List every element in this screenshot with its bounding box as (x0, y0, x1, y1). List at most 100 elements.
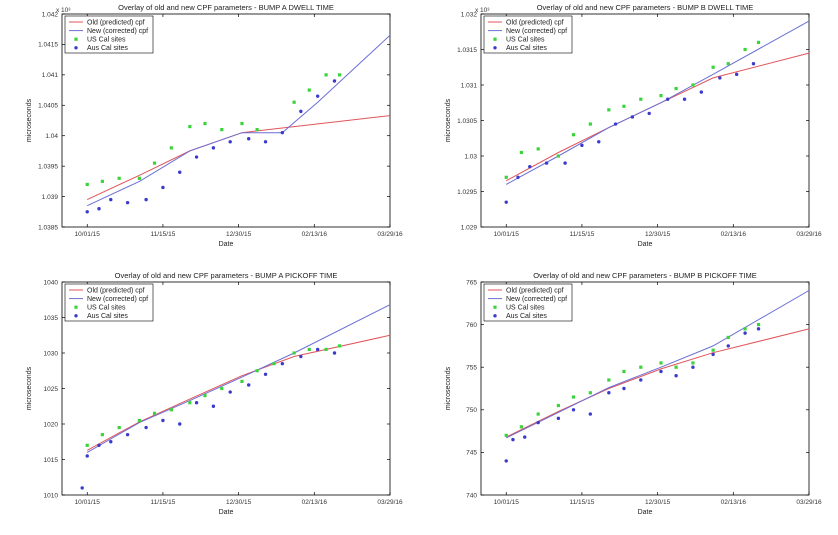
data-point-aus (659, 369, 663, 374)
legend-label: New (corrected) cpf (506, 296, 567, 303)
data-point-aus (711, 352, 715, 357)
data-point-aus (718, 76, 722, 80)
data-point-us (622, 369, 626, 374)
x-tick-label: 10/01/15 (75, 231, 101, 238)
chart-title: Overlay of old and new CPF parameters - … (537, 3, 754, 12)
legend-label: Old (predicted) cpf (506, 19, 564, 26)
data-point-aus (743, 331, 747, 335)
x-tick-label: 10/01/15 (494, 231, 520, 238)
data-point-aus (161, 185, 165, 190)
data-point-us (117, 425, 121, 430)
data-point-aus (666, 97, 670, 101)
data-point-aus (125, 432, 130, 437)
data-point-aus (228, 390, 232, 394)
data-point-us (607, 378, 611, 382)
data-point-us (519, 150, 523, 155)
data-point-aus (144, 425, 148, 430)
data-point-us (726, 335, 730, 339)
data-point-aus (194, 155, 199, 159)
x-axis-label: Date (638, 241, 653, 248)
data-point-us (188, 124, 192, 129)
data-point-aus (161, 418, 165, 423)
data-point-aus (699, 90, 704, 94)
data-point-aus (315, 94, 320, 98)
data-point-us (711, 348, 715, 352)
data-point-aus (682, 97, 687, 101)
x-tick-label: 02/13/16 (302, 231, 328, 238)
data-point-aus (563, 161, 567, 165)
data-point-aus (613, 122, 618, 126)
data-point-aus (523, 435, 527, 439)
data-point-us (220, 128, 224, 132)
data-point-us (571, 395, 576, 399)
data-point-us (674, 86, 678, 91)
data-point-us (117, 176, 121, 180)
data-point-aus (315, 347, 320, 352)
data-point-us (659, 361, 663, 365)
x-tick-label: 03/29/16 (796, 499, 822, 506)
data-point-aus (511, 437, 515, 442)
chart-panel-bump-b-pickoff: 10/01/15 11/15/15 12/30/15 02/13/16 03/29/16… (419, 268, 838, 535)
y-tick-label: 1.0315 (457, 47, 477, 54)
data-point-us (337, 344, 342, 348)
y-tick-label: 765 (466, 279, 477, 286)
data-point-aus (674, 374, 678, 378)
y-tick-label: 1035 (44, 315, 59, 322)
x-axis-label: Date (638, 509, 653, 516)
data-point-aus (125, 200, 130, 205)
legend-swatch-aus (74, 314, 78, 318)
data-point-aus (734, 72, 739, 77)
data-point-aus (504, 200, 508, 204)
legend-label: New (corrected) cpf (506, 28, 567, 35)
data-point-us (588, 122, 592, 126)
legend-label: US Cal sites (87, 37, 126, 44)
x-tick-label: 10/01/15 (75, 499, 101, 506)
chart-svg-bump-a-pickoff: 10/01/15 11/15/15 12/30/15 02/13/16 03/29/16… (26, 271, 403, 516)
x-axis-label: Date (219, 241, 234, 248)
y-axis-label: microseconds (445, 98, 452, 142)
data-point-aus (580, 143, 584, 148)
data-point-us (100, 433, 104, 437)
y-tick-label: 1.032 (461, 11, 478, 18)
legend-label: Aus Cal sites (87, 45, 128, 52)
data-point-aus (211, 146, 216, 150)
data-point-aus (751, 62, 756, 66)
chart-panel-bump-b-dwell: 10/01/15 11/15/15 12/30/15 02/13/16 03/29/16… (419, 0, 838, 267)
data-point-aus (109, 440, 113, 444)
legend-label: US Cal sites (506, 305, 545, 312)
x-tick-label: 11/15/15 (151, 499, 176, 506)
x-tick-label: 11/15/15 (570, 231, 595, 238)
data-point-aus (178, 422, 182, 426)
chart-title: Overlay of old and new CPF parameters - … (115, 271, 338, 280)
chart-panel-bump-a-pickoff: 10/01/15 11/15/15 12/30/15 02/13/16 03/29/16… (0, 268, 419, 535)
data-point-aus (263, 372, 268, 376)
data-point-aus (247, 383, 251, 387)
data-point-us (324, 347, 328, 352)
data-point-aus (85, 210, 89, 214)
series-line-new (86, 304, 391, 453)
y-exponent-label: x 10³ (56, 7, 71, 14)
data-point-us (100, 179, 104, 183)
data-point-aus (228, 140, 232, 144)
x-tick-label: 12/30/15 (226, 499, 252, 506)
y-tick-label: 1.0385 (38, 224, 58, 231)
legend: Old (predicted) cpf New (corrected) cpf US… (483, 15, 573, 54)
y-tick-label: 1040 (44, 279, 59, 286)
x-tick-label: 12/30/15 (645, 499, 671, 506)
data-point-us (272, 362, 276, 366)
x-tick-label: 02/13/16 (302, 499, 328, 506)
data-point-us (152, 411, 157, 415)
chart-svg-bump-a-dwell: 10/01/15 11/15/15 12/30/15 02/13/16 03/29/16… (26, 3, 403, 248)
y-tick-label: 1.042 (42, 11, 59, 18)
chart-title: Overlay of old and new CPF parameters - … (533, 271, 757, 280)
chart-svg-bump-b-dwell: 10/01/15 11/15/15 12/30/15 02/13/16 03/29/16… (445, 3, 822, 248)
y-tick-label: 1.03 (464, 153, 477, 160)
data-point-aus (80, 486, 84, 490)
data-point-us (756, 323, 761, 327)
data-point-aus (299, 354, 303, 359)
y-exponent-label: x 10³ (475, 7, 490, 14)
data-point-us (622, 104, 626, 108)
legend-label: Old (predicted) cpf (506, 287, 564, 294)
x-tick-label: 10/01/15 (494, 499, 520, 506)
data-point-aus (528, 164, 532, 169)
